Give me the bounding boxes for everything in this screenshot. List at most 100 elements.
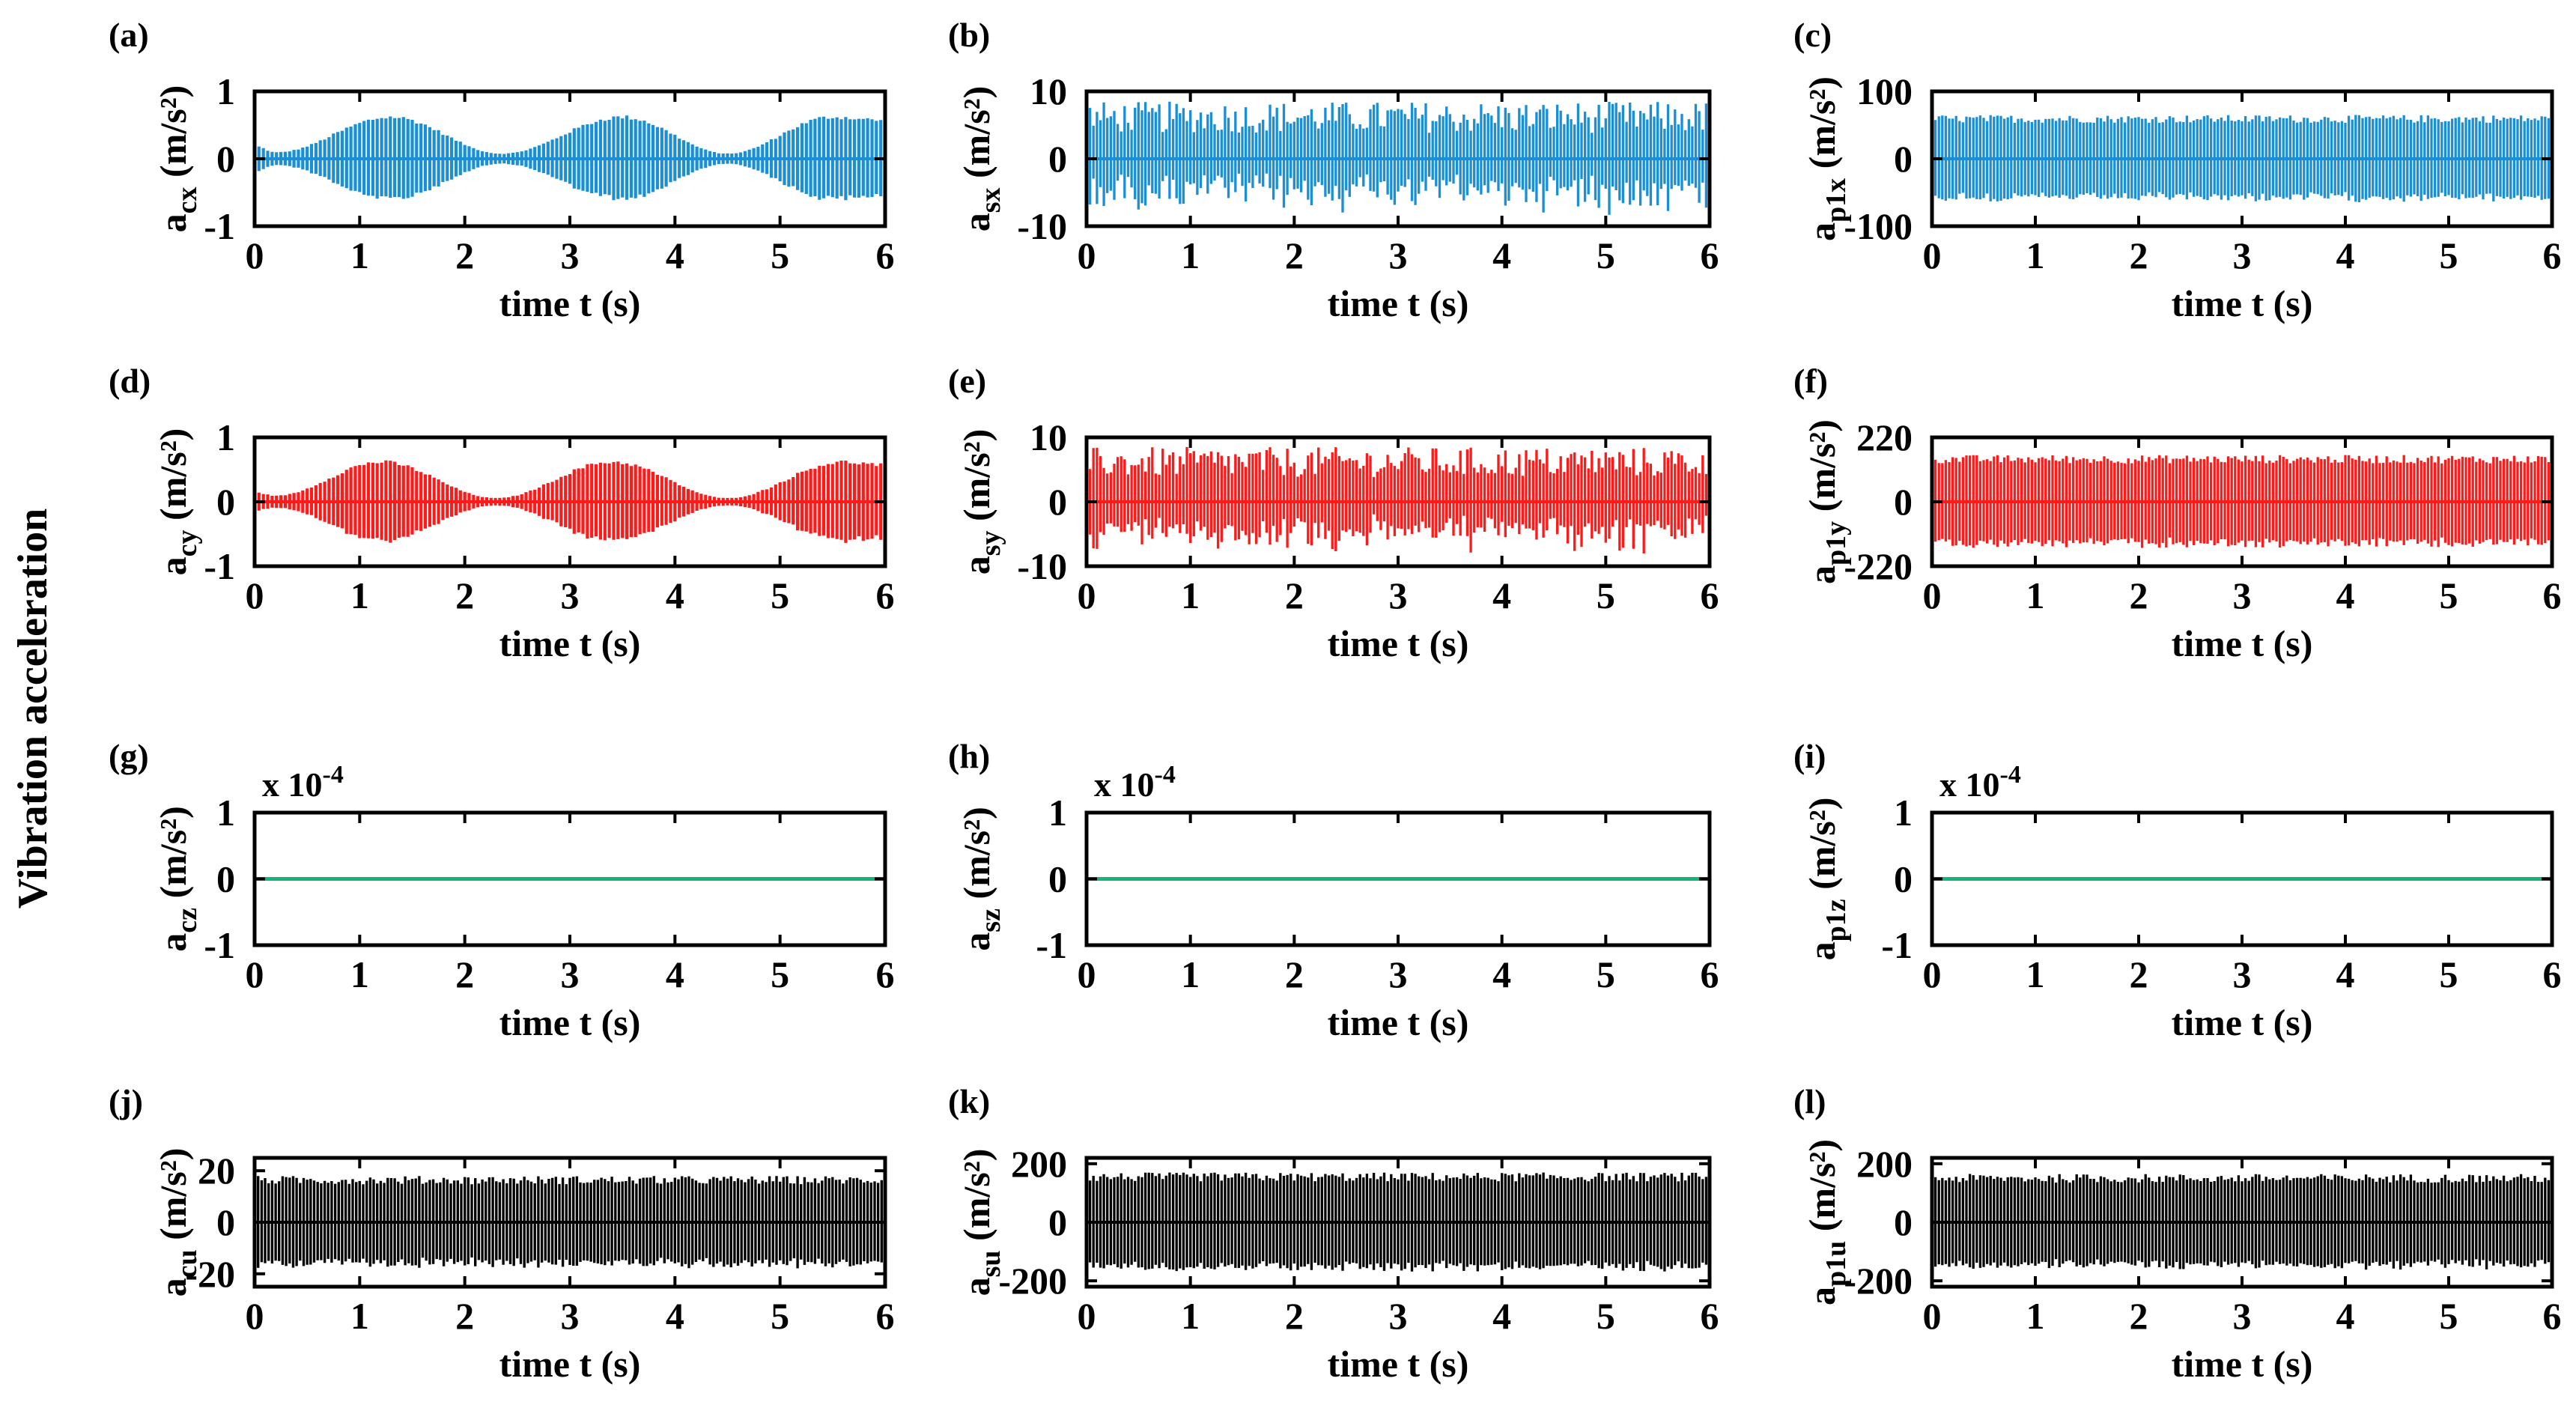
y-tick-label: 0 [1894,481,1913,523]
x-axis-title: time t (s) [499,1343,641,1385]
x-tick-label: 6 [876,574,895,616]
x-tick-label: 3 [561,1295,580,1337]
x-tick-label: 4 [666,953,684,995]
panel-a: (a) 0 1 2 3 4 5 6 1 0 -1 time t (s) acx (m/s²) [109,16,895,324]
x-axis-title: time t (s) [1328,622,1469,664]
y-tick-label: 1 [216,792,235,834]
x-tick-label: 1 [350,574,369,616]
x-tick-label: 0 [246,1295,264,1337]
x-tick-label: 4 [1492,1295,1511,1337]
y-tick-label: 1 [216,416,235,458]
x-axis-title: time t (s) [499,622,641,664]
series-trace [1085,101,1711,215]
y-tick-label: 200 [1011,1143,1067,1185]
series-trace [1931,455,2554,548]
x-tick-label: 0 [1078,234,1096,276]
y-axis-title: acz (m/s²) [152,806,203,952]
x-tick-label: 5 [771,574,789,616]
x-tick-label: 5 [771,1295,789,1337]
axis-multiplier: x 10-4 [1094,761,1176,804]
y-axis-title: acu (m/s²) [152,1148,203,1297]
y-tick-label: 10 [1030,70,1067,112]
series-trace [1085,446,1711,553]
series-trace [1931,115,2554,202]
series-trace [253,1176,887,1269]
x-tick-label: 1 [2026,234,2045,276]
x-tick-label: 0 [1078,953,1096,995]
axis-multiplier: x 10-4 [262,761,344,804]
x-tick-label: 1 [350,234,369,276]
x-tick-label: 1 [1181,574,1200,616]
panel-k: (k) 0 1 2 3 4 5 6 200 0 -200 time t (s) asu (m/s²) [948,1082,1719,1385]
panel-d: (d) 0 1 2 3 4 5 6 1 0 -1 time t (s) acy (m/s²) [109,362,895,664]
x-axis-title: time t (s) [2172,1001,2313,1043]
y-tick-label: 0 [1048,481,1067,523]
y-axis-title: asx (m/s²) [956,86,1006,232]
y-tick-label: 0 [216,138,235,180]
x-tick-label: 4 [2336,574,2355,616]
x-tick-label: 5 [1597,574,1615,616]
y-axis-title: asz (m/s²) [956,807,1006,950]
y-tick-label: 220 [1856,416,1913,458]
x-axis-title: time t (s) [2172,282,2313,324]
x-tick-label: 2 [1285,1295,1304,1337]
panel-letter: (f) [1793,362,1828,400]
x-tick-label: 1 [2026,953,2045,995]
x-tick-label: 2 [2130,953,2148,995]
x-axis-title: time t (s) [2172,1343,2313,1385]
x-tick-label: 6 [1701,234,1719,276]
x-tick-label: 0 [246,574,264,616]
y-axis-title: acy (m/s²) [152,428,203,576]
y-tick-label: -1 [1036,924,1067,966]
y-tick-label: 1 [216,70,235,112]
y-tick-label: 0 [1894,1201,1913,1243]
panel-letter: (k) [948,1082,990,1120]
y-tick-label: 200 [1856,1143,1913,1185]
x-tick-label: 6 [1701,953,1719,995]
x-tick-label: 5 [2440,574,2458,616]
x-tick-label: 6 [1701,1295,1719,1337]
series-trace [252,115,887,201]
y-tick-label: 0 [1048,1201,1067,1243]
x-tick-label: 2 [1285,234,1304,276]
x-tick-label: 3 [561,574,580,616]
y-tick-label: 0 [216,481,235,523]
y-axis-title: asu (m/s²) [956,1149,1006,1296]
axis-multiplier: x 10-4 [1939,761,2021,804]
panel-letter: (c) [1793,16,1832,54]
x-tick-label: 6 [876,234,895,276]
x-tick-label: 5 [771,953,789,995]
x-tick-label: 6 [1701,574,1719,616]
x-tick-label: 6 [2543,953,2562,995]
x-tick-label: 5 [1597,953,1615,995]
x-tick-label: 3 [2233,234,2252,276]
x-tick-label: 4 [1492,574,1511,616]
y-tick-label: -100 [1844,205,1913,247]
x-tick-label: 2 [455,1295,474,1337]
x-tick-label: 1 [350,953,369,995]
x-tick-label: 5 [1597,1295,1615,1337]
y-tick-label: 0 [1048,858,1067,900]
x-tick-label: 0 [1923,574,1942,616]
x-tick-label: 1 [1181,953,1200,995]
x-tick-label: 4 [1492,234,1511,276]
series-trace [1085,1172,1711,1272]
y-tick-label: 20 [198,1150,235,1192]
series-trace [1931,1174,2554,1270]
x-tick-label: 6 [2543,574,2562,616]
x-tick-label: 2 [2130,574,2148,616]
y-tick-label: 10 [1030,416,1067,458]
panel-j: (j) 0 1 2 3 4 5 6 20 0 -20 time t (s) acu (m/s²) [109,1082,895,1385]
x-tick-label: 5 [2440,1295,2458,1337]
panel-letter: (g) [109,737,149,775]
x-axis-title: time t (s) [499,1001,641,1043]
x-tick-label: 2 [455,234,474,276]
x-tick-label: 2 [1285,574,1304,616]
y-axis-title: acx (m/s²) [152,85,203,233]
y-tick-label: -10 [1017,205,1067,247]
panel-letter: (j) [109,1082,143,1120]
